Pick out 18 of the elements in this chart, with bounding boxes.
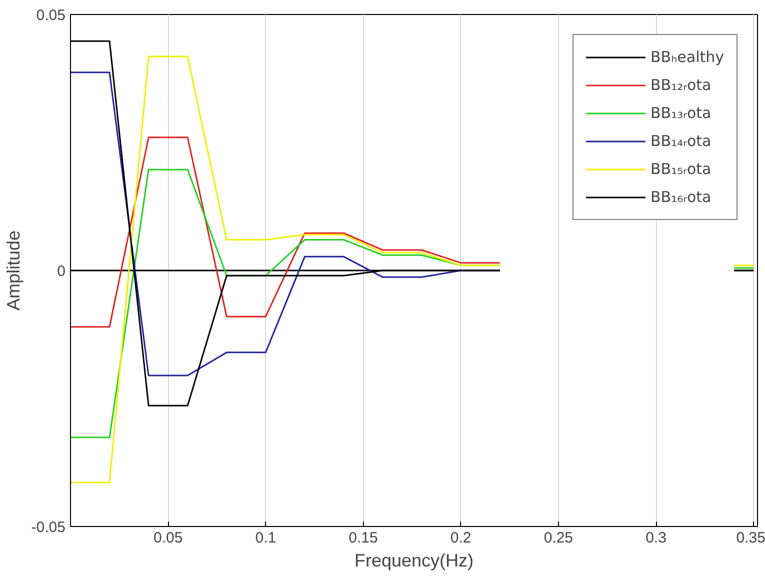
y-tick-label: 0 <box>57 263 66 280</box>
x-tick-label: 0.25 <box>544 530 574 546</box>
x-tick-label: 0.35 <box>736 530 765 546</box>
legend-label: BB₁₅ᵣota <box>650 160 712 178</box>
legend-label: BBₕealthy <box>650 48 724 66</box>
y-axis-title: Amplitude <box>3 230 24 311</box>
legend-label: BB₁₄ᵣota <box>650 132 712 150</box>
x-tick-label: 0.05 <box>153 530 183 546</box>
x-tick-label: 0.15 <box>348 530 378 546</box>
x-tick-label: 0.3 <box>646 530 666 546</box>
x-axis-title: Frequency(Hz) <box>354 550 474 570</box>
y-tick-label: -0.05 <box>31 519 66 536</box>
x-tick-label: 0.1 <box>255 530 276 546</box>
y-tick-label: 0.05 <box>36 7 66 24</box>
legend-label: BB₁₂ᵣota <box>650 76 712 94</box>
x-tick-label: 0.2 <box>450 530 472 546</box>
legend-label: BB₁₃ᵣota <box>650 104 712 122</box>
legend-label: BB₁₆ᵣota <box>650 188 712 206</box>
